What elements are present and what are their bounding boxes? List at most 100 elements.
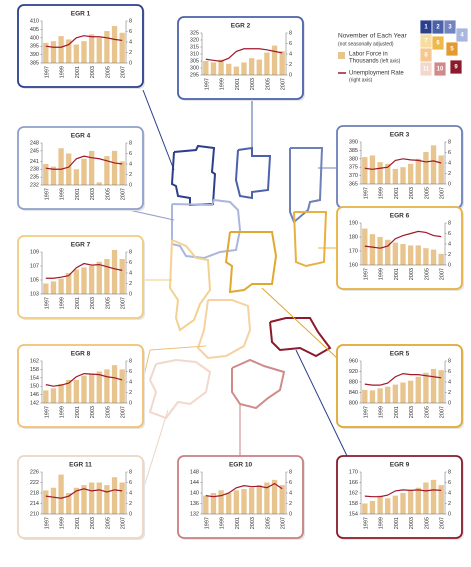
chart-panel: EGR 7 103 105 107 109 0 2 4 6 8 1997 1999 2001 2003 20… (17, 235, 145, 320)
y2-tick-label: 8 (289, 469, 292, 475)
region-1 (170, 144, 217, 207)
y2-tick-label: 6 (448, 369, 451, 375)
y-tick-label: 218 (30, 490, 39, 496)
bar (423, 248, 429, 265)
x-tick-label: 2005 (265, 78, 271, 90)
bar (50, 166, 57, 185)
y-tick-label: 162 (30, 358, 39, 364)
bar (203, 495, 209, 514)
region-6 (293, 211, 328, 268)
y-tick-label: 310 (190, 51, 199, 57)
bar (119, 482, 125, 514)
x-tick-label: 2001 (394, 187, 400, 199)
y2-tick-label: 0 (289, 72, 292, 78)
bar (88, 150, 95, 185)
legend-swatch (338, 52, 345, 59)
x-tick-label: 2007 (121, 406, 127, 418)
x-tick-label: 2007 (281, 78, 287, 90)
map-label: 8 (424, 53, 428, 59)
chart-title: EGR 8 (71, 351, 91, 358)
y-tick-label: 380 (349, 156, 358, 162)
x-tick-label: 2003 (409, 187, 415, 199)
map-region (449, 59, 463, 75)
bar (241, 62, 247, 75)
y2-tick-label: 0 (448, 511, 451, 517)
map-region (443, 19, 457, 35)
y-tick-label: 136 (190, 501, 199, 507)
y2-tick-label: 2 (448, 171, 451, 177)
y-tick-label: 222 (30, 480, 39, 486)
x-tick-label: 2007 (440, 406, 446, 418)
y-tick-label: 295 (190, 72, 199, 78)
map-label: 6 (436, 41, 440, 47)
x-tick-label: 1999 (60, 66, 66, 78)
bar (415, 245, 421, 265)
y-tick-label: 395 (30, 44, 39, 50)
x-tick-label: 1999 (379, 406, 385, 418)
bar (362, 389, 368, 403)
chart-title: EGR 2 (231, 23, 251, 30)
y2-tick-label: 0 (448, 262, 451, 268)
bar (111, 477, 118, 514)
y-tick-label: 170 (349, 469, 358, 475)
bar (58, 36, 64, 63)
panel-box (17, 126, 144, 210)
bar (241, 489, 247, 514)
y-tick-label: 385 (349, 148, 358, 154)
bar (73, 379, 80, 403)
bar (256, 59, 262, 75)
bar (66, 379, 72, 403)
bar (119, 32, 125, 63)
connector (142, 409, 169, 491)
y2-tick-label: 6 (129, 369, 132, 375)
bar (400, 167, 406, 184)
chart-panel: EGR 5 800 840 880 920 960 0 2 4 6 8 1997 1999 2001 200… (336, 344, 464, 429)
bar (50, 487, 57, 514)
y-tick-label: 190 (349, 220, 358, 226)
bar (104, 485, 110, 514)
y-tick-label: 315 (190, 44, 199, 50)
panel-box (17, 4, 144, 88)
bar (438, 155, 444, 184)
y2-tick-label: 4 (289, 51, 292, 57)
x-tick-label: 2003 (409, 517, 415, 529)
y2-tick-label: 2 (129, 281, 132, 287)
y-tick-label: 241 (30, 159, 39, 165)
y2-tick-label: 4 (129, 270, 132, 276)
bar (226, 63, 232, 75)
region-11 (148, 358, 212, 420)
x-tick-label: 1999 (220, 517, 226, 529)
bar (385, 386, 391, 403)
bar (407, 490, 414, 514)
x-tick-label: 1997 (44, 406, 50, 418)
y-tick-label: 325 (190, 30, 199, 36)
bar (362, 503, 368, 514)
bar (73, 269, 80, 294)
x-tick-label: 2005 (105, 406, 111, 418)
x-tick-label: 2007 (440, 268, 446, 280)
map-region (445, 41, 459, 57)
y2-tick-label: 4 (129, 161, 132, 167)
bar (58, 148, 64, 185)
bar (111, 249, 118, 294)
bar (226, 493, 232, 514)
bar (362, 228, 368, 265)
y-tick-label: 170 (349, 248, 358, 254)
bar (248, 487, 255, 514)
chart-panel: EGR 9 154 158 162 166 170 0 2 4 6 8 1997 1999 2001 200… (336, 455, 464, 540)
y2-tick-label: 6 (129, 151, 132, 157)
x-tick-label: 1999 (60, 517, 66, 529)
bar (248, 58, 255, 75)
chart-panel: EGR 11 210 214 218 222 226 0 2 4 6 8 1997 1999 2001 20… (17, 455, 145, 540)
x-tick-label: 2005 (424, 406, 430, 418)
y-tick-label: 180 (349, 234, 358, 240)
x-tick-label: 1999 (60, 406, 66, 418)
y-tick-label: 105 (30, 277, 39, 283)
chart-panel: EGR 6 160 170 180 190 0 2 4 6 8 1997 1999 2001 2003 20… (336, 206, 464, 291)
region-8 (196, 299, 252, 360)
y-tick-label: 214 (30, 501, 39, 507)
y-tick-label: 370 (349, 173, 358, 179)
bar (218, 59, 224, 75)
x-tick-label: 2001 (75, 406, 81, 418)
